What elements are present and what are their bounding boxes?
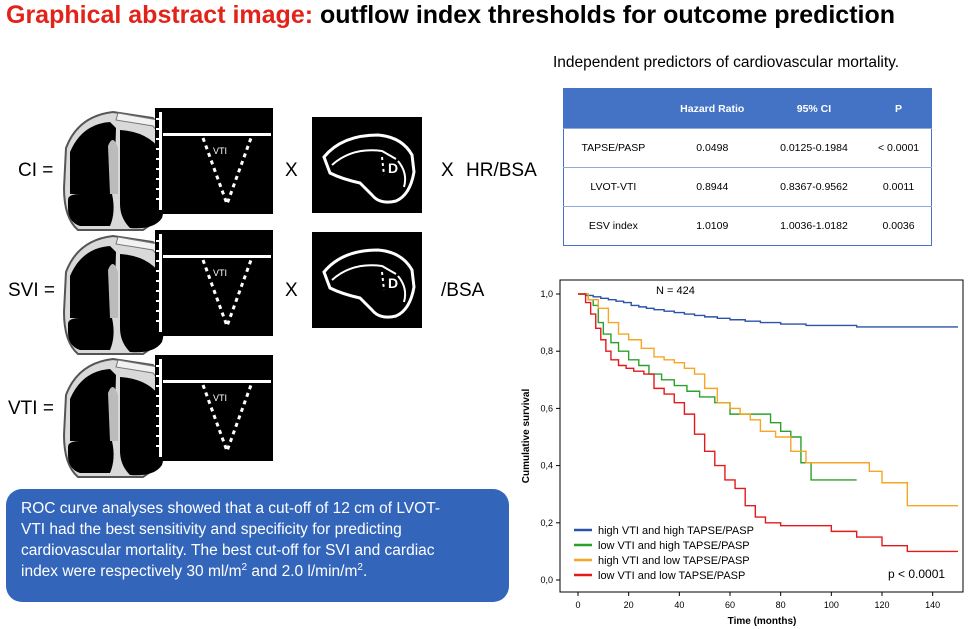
table-cell: 1.0036-1.0182 xyxy=(761,206,867,246)
x-tick-label: 120 xyxy=(874,600,889,610)
svi-times: X xyxy=(285,280,298,301)
table-header-cell: Hazard Ratio xyxy=(662,88,762,129)
table-header-cell: P xyxy=(866,88,932,129)
x-tick-label: 40 xyxy=(674,600,684,610)
predictors-table: Hazard Ratio 95% CI P TAPSE/PASP 0.0498 … xyxy=(563,88,932,246)
table-cell: 0.0125-0.1984 xyxy=(761,128,867,168)
title-highlight: Graphical abstract image: xyxy=(6,1,314,29)
survival-curve xyxy=(578,293,958,328)
legend-label: low VTI and low TAPSE/PASP xyxy=(598,570,745,582)
x-tick-label: 100 xyxy=(824,600,839,610)
table-cell: ESV index xyxy=(563,206,663,246)
y-tick-label: 0,0 xyxy=(540,575,553,585)
table-cell: 0.8367-0.9562 xyxy=(761,167,867,207)
y-tick-label: 0,8 xyxy=(540,346,553,356)
echo-d-label: D xyxy=(388,275,398,291)
table-cell: TAPSE/PASP xyxy=(563,128,663,168)
n-annotation: N = 424 xyxy=(656,285,695,297)
survival-curves xyxy=(578,293,958,553)
ci-times-1: X xyxy=(285,160,298,181)
chart-legend: high VTI and high TAPSE/PASP low VTI and … xyxy=(574,525,754,582)
echo-d-label: D xyxy=(388,160,398,176)
legend-label: high VTI and high TAPSE/PASP xyxy=(598,525,754,537)
doppler-panel-vti: VTI xyxy=(155,355,273,461)
x-tick-label: 60 xyxy=(725,600,735,610)
table-header-row: Hazard Ratio 95% CI P xyxy=(563,88,932,129)
legend-label: high VTI and low TAPSE/PASP xyxy=(598,555,750,567)
svi-suffix: /BSA xyxy=(441,280,485,301)
ci-suffix: HR/BSA xyxy=(466,160,537,181)
x-axis-label: Time (months) xyxy=(728,616,797,627)
roc-text-line: VTI had the best sensitivity and specifi… xyxy=(21,521,402,538)
table-cell: 0.0498 xyxy=(662,128,762,168)
x-tick-label: 80 xyxy=(776,600,786,610)
table-caption: Independent predictors of cardiovascular… xyxy=(553,54,900,71)
doppler-vti-label: VTI xyxy=(213,146,227,156)
y-tick-label: 1,0 xyxy=(540,289,553,299)
echo-panel-ci: D xyxy=(312,117,422,213)
table-cell: 0.0036 xyxy=(866,206,932,246)
doppler-vti-label: VTI xyxy=(213,393,227,403)
x-tick-label: 20 xyxy=(624,600,634,610)
y-axis-ticks: 0,0 0,2 0,4 0,6 0,8 1,0 xyxy=(540,289,560,585)
echo-panel-svi: D xyxy=(312,232,422,328)
table-cell: 0.8944 xyxy=(662,167,762,207)
p-value-annotation: p < 0.0001 xyxy=(888,567,945,581)
table-cell: < 0.0001 xyxy=(866,128,932,168)
roc-text-line: ROC curve analyses showed that a cut-off… xyxy=(21,500,440,517)
vti-equation-label: VTI = xyxy=(8,398,54,419)
page-title: Graphical abstract image: outflow index … xyxy=(6,1,895,30)
table-row: ESV index 1.0109 1.0036-1.0182 0.0036 xyxy=(563,206,932,246)
table-cell: 0.0011 xyxy=(866,167,932,207)
ci-equation-label: CI = xyxy=(18,160,54,181)
roc-summary-box: ROC curve analyses showed that a cut-off… xyxy=(6,489,509,602)
table-cell: 1.0109 xyxy=(662,206,762,246)
table-row: TAPSE/PASP 0.0498 0.0125-0.1984 < 0.0001 xyxy=(563,128,932,168)
x-axis-ticks: 0 20 40 60 80 100 120 140 xyxy=(575,592,940,610)
title-text: outflow index thresholds for outcome pre… xyxy=(320,1,896,29)
y-tick-label: 0,6 xyxy=(540,403,553,413)
doppler-panel-ci: VTI xyxy=(155,108,273,214)
roc-text-line: index were respectively 30 ml/m2 and 2.0… xyxy=(21,561,368,580)
y-tick-label: 0,2 xyxy=(540,518,553,528)
table-header-cell xyxy=(563,88,663,129)
plot-area xyxy=(559,279,964,593)
table-cell: LVOT-VTI xyxy=(563,167,663,207)
svi-equation-label: SVI = xyxy=(8,280,55,301)
y-axis-label: Cumulative survival xyxy=(521,389,532,484)
survival-curve xyxy=(578,293,958,553)
doppler-vti-label: VTI xyxy=(213,268,227,278)
x-tick-label: 140 xyxy=(925,600,940,610)
kaplan-meier-chart: 0,0 0,2 0,4 0,6 0,8 1,0 0 20 40 60 80 100 120 140 Cu… xyxy=(521,279,964,627)
x-tick-label: 0 xyxy=(575,600,580,610)
legend-label: low VTI and high TAPSE/PASP xyxy=(598,540,750,552)
table-row: LVOT-VTI 0.8944 0.8367-0.9562 0.0011 xyxy=(563,167,932,207)
roc-text-line: cardiovascular mortality. The best cut-o… xyxy=(21,542,435,559)
survival-curve xyxy=(578,293,857,481)
y-tick-label: 0,4 xyxy=(540,461,553,471)
survival-curve xyxy=(578,293,958,507)
table-header-cell: 95% CI xyxy=(761,88,867,129)
doppler-panel-svi: VTI xyxy=(155,230,273,336)
ci-times-2: X xyxy=(441,160,454,181)
